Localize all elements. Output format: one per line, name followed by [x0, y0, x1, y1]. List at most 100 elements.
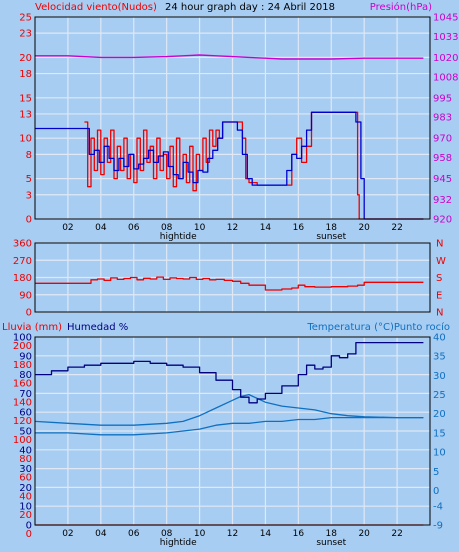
dewpoint-line: [35, 416, 424, 436]
direction-axis-tick-label-2: 180: [13, 273, 32, 284]
wind-panel-x-tick-label-5: 12: [227, 223, 238, 233]
pressure-axis-tick-label-0: 920: [433, 215, 452, 226]
wind-speed-axis-tick-label-8: 20: [19, 53, 32, 64]
compass-label-4: N: [436, 308, 443, 319]
pressure-line: [35, 54, 424, 60]
direction-axis-tick-label-1: 90: [19, 290, 32, 301]
wind-speed-axis-tick-label-9: 23: [19, 29, 32, 40]
temperature-axis-tick-label-6: 20: [433, 409, 446, 420]
graph-day-title: 24 hour graph day : 24 Abril 2018: [165, 2, 335, 13]
rain-axis-tick-label-2: 40: [19, 491, 32, 502]
wind-speed-axis-tick-label-2: 5: [26, 174, 32, 185]
humidity-axis-tick-label-8: 80: [19, 370, 32, 381]
wind-panel-marker-sunset: sunset: [316, 232, 346, 242]
temperature-axis-tick-label-4: 10: [433, 448, 446, 459]
pressure-axis-tick-label-7: 1008: [433, 72, 458, 83]
climate-panel-x-tick-label-8: 18: [326, 529, 338, 539]
temperature-line: [34, 393, 424, 426]
compass-label-2: S: [436, 273, 442, 284]
humidity-axis-tick-label-10: 100: [13, 333, 32, 344]
humidity-axis-tick-label-5: 50: [19, 427, 32, 438]
temperature-axis-tick-label-3: 5: [433, 467, 439, 478]
wind-panel-x-tick-label-3: 08: [161, 223, 173, 233]
climate-panel-marker-hightide: hightide: [160, 538, 197, 548]
temperature-axis-tick-label-1: -4: [433, 501, 443, 512]
wind-speed-axis-tick-label-5: 13: [19, 109, 32, 120]
pressure-axis-tick-label-6: 995: [433, 93, 452, 104]
pressure-axis-tick-label-2: 945: [433, 174, 452, 185]
compass-label-1: W: [436, 256, 446, 267]
climate-panel-x-tick-label-7: 16: [293, 529, 305, 539]
pressure-title: Presión(hPa): [370, 1, 432, 13]
wind-panel-x-tick-label-8: 18: [326, 223, 338, 233]
climate-panel-x-tick-label-6: 14: [260, 529, 272, 539]
pressure-axis-tick-label-8: 1020: [433, 53, 458, 64]
wind-panel-x-tick-label-2: 06: [128, 223, 140, 233]
climate-panel-x-tick-label-2: 06: [128, 529, 140, 539]
wind-panel-x-tick-label-1: 04: [95, 223, 107, 233]
rain-axis-tick-label-0: 0: [26, 529, 32, 540]
wind-speed-axis-tick-label-6: 15: [19, 93, 32, 104]
pressure-axis-tick-label-5: 983: [433, 113, 452, 124]
humidity-title: Humedad %: [67, 322, 128, 333]
wind-speed-axis-tick-label-0: 0: [26, 215, 32, 226]
wind-speed-axis-tick-label-1: 3: [26, 190, 32, 201]
rain-axis-tick-label-4: 80: [19, 454, 32, 465]
humidity-line: [35, 341, 424, 404]
rain-axis-tick-label-6: 120: [13, 416, 32, 427]
compass-label-3: E: [436, 290, 442, 301]
wind-speed-axis-tick-label-3: 8: [26, 150, 32, 161]
temperature-axis-tick-label-9: 35: [433, 352, 446, 363]
wind-panel-x-tick-label-7: 16: [293, 223, 305, 233]
wind-speed-axis-tick-label-4: 10: [19, 134, 32, 145]
wind-gust-line: [84, 111, 424, 220]
pressure-axis-tick-label-4: 970: [433, 134, 452, 145]
wind-direction-line: [35, 276, 424, 291]
wind-panel-x-tick-label-6: 14: [260, 223, 272, 233]
pressure-axis-tick-label-10: 1045: [433, 13, 458, 24]
humidity-axis-tick-label-4: 40: [19, 445, 32, 456]
rain-axis-tick-label-9: 180: [13, 360, 32, 371]
temperature-axis-tick-label-7: 25: [433, 390, 446, 401]
pressure-axis-tick-label-1: 932: [433, 195, 452, 206]
wind-panel-x-tick-label-4: 10: [194, 223, 206, 233]
temperature-axis-tick-label-10: 40: [433, 333, 446, 344]
humidity-axis-tick-label-3: 30: [19, 464, 32, 475]
direction-axis-tick-label-4: 360: [13, 239, 32, 250]
humidity-axis-tick-label-7: 70: [19, 389, 32, 400]
temperature-axis-tick-label-8: 30: [433, 371, 446, 382]
direction-panel-frame: [34, 242, 431, 313]
wind-panel-x-tick-label-0: 02: [62, 223, 73, 233]
temperature-title: Temperatura (°C)Punto rocío: [306, 321, 450, 333]
humidity-axis-tick-label-6: 60: [19, 408, 32, 419]
direction-axis-tick-label-3: 270: [13, 256, 32, 267]
wind-speed-axis-tick-label-10: 25: [19, 13, 32, 24]
compass-label-0: N: [436, 239, 443, 250]
direction-axis-tick-label-0: 0: [26, 308, 32, 319]
humidity-axis-tick-label-0: 0: [26, 521, 32, 532]
pressure-axis-tick-label-9: 1033: [433, 32, 458, 43]
temperature-axis-tick-label-2: 0: [433, 486, 439, 497]
climate-panel-frame: [34, 336, 431, 526]
rain-axis-tick-label-7: 140: [13, 397, 32, 408]
wind-speed-title: Velocidad viento(Nudos): [35, 2, 157, 13]
temperature-axis-tick-label-0: -9: [433, 521, 443, 532]
climate-panel-marker-sunset: sunset: [316, 538, 346, 548]
rain-axis-tick-label-1: 20: [19, 510, 32, 521]
wind-panel-marker-hightide: hightide: [160, 232, 197, 242]
rain-axis-tick-label-10: 200: [13, 341, 32, 352]
climate-panel-x-tick-label-4: 10: [194, 529, 206, 539]
humidity-axis-tick-label-9: 90: [19, 351, 32, 362]
climate-panel-x-tick-label-1: 04: [95, 529, 107, 539]
rain-axis-tick-label-3: 60: [19, 473, 32, 484]
climate-panel-x-tick-label-9: 20: [358, 529, 370, 539]
rain-title: Lluvia (mm): [2, 322, 62, 333]
temperature-axis-tick-label-5: 15: [433, 428, 446, 439]
climate-panel-x-tick-label-0: 02: [62, 529, 73, 539]
humidity-axis-tick-label-2: 20: [19, 483, 32, 494]
wind-panel-frame: [34, 16, 431, 220]
pressure-axis-tick-label-3: 958: [433, 153, 452, 164]
humidity-axis-tick-label-1: 10: [19, 502, 32, 513]
rain-axis-tick-label-5: 100: [13, 435, 32, 446]
